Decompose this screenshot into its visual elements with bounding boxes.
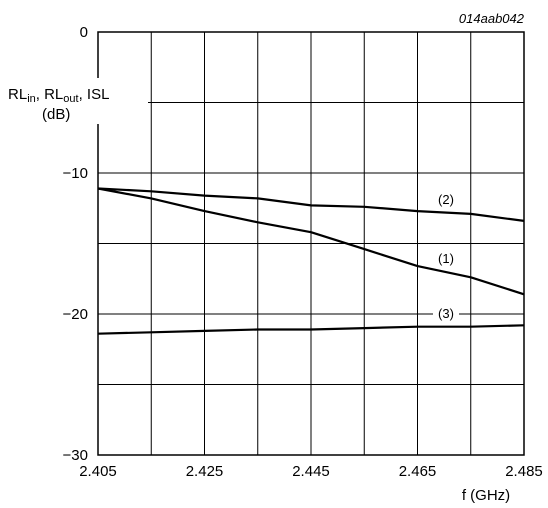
plot-frame [97,31,525,456]
series-label-background [433,251,459,267]
y-tick-label: 0 [80,24,88,41]
y-axis-label-part: RL [8,86,27,103]
series-line-1 [97,187,525,296]
y-axis-label: RLin, RLout, ISL [8,86,109,105]
y-axis-unit-label: (dB) [42,106,70,123]
x-tick-label: 2.425 [186,463,224,480]
series-label-background [433,192,459,208]
grid [98,32,524,455]
tick-labels: 2.405 2.425 2.445 2.465 2.485 0 −10 −20 −30 [63,24,543,480]
series-line-3 [97,324,525,335]
series-labels: (1) (2) (3) [433,192,459,322]
x-tick-label: 2.485 [505,463,543,480]
y-axis-label-subscript: out [63,93,78,105]
series-line-2 [97,187,525,222]
series-label-1: (1) [438,251,454,266]
y-axis-label-part: , ISL [79,86,110,103]
x-tick-label: 2.405 [79,463,117,480]
y-tick-label: −10 [63,165,88,182]
figure-code-annotation: 014aab042 [459,11,525,26]
series-label-background [433,306,459,322]
y-axis-label-part: , RL [36,86,64,103]
y-tick-label: −20 [63,306,88,323]
x-tick-label: 2.465 [399,463,437,480]
y-tick-label: −30 [63,447,88,464]
y-axis-label-background [0,78,148,124]
y-axis-label-subscript: in [27,93,36,105]
series-label-3: (3) [438,306,454,321]
x-axis-label: f (GHz) [462,487,510,504]
series-layer [97,187,525,335]
x-tick-label: 2.445 [292,463,330,480]
series-label-2: (2) [438,192,454,207]
